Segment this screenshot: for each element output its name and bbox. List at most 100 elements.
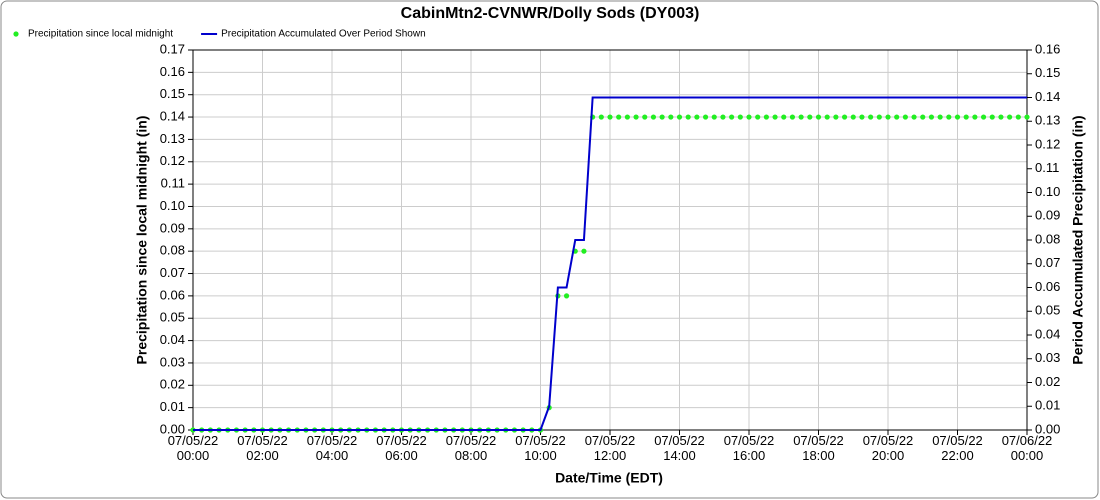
y2-axis-title: Period Accumulated Precipitation (in) xyxy=(1070,115,1086,364)
x-tick-label: 07/05/22 02:00 xyxy=(237,433,288,463)
x-tick-label: 07/05/22 04:00 xyxy=(307,433,358,463)
chart-title: CabinMtn2-CVNWR/Dolly Sods (DY003) xyxy=(401,5,700,22)
data-point xyxy=(772,114,778,120)
y-tick-label: 0.17 xyxy=(160,41,185,56)
data-point xyxy=(954,114,961,120)
y2-tick-label: 0.03 xyxy=(1035,350,1060,365)
legend-swatch xyxy=(13,31,19,37)
data-point xyxy=(720,114,726,120)
data-point xyxy=(607,114,613,120)
y-tick-label: 0.14 xyxy=(160,108,185,123)
x-tick-label: 07/05/22 14:00 xyxy=(654,433,705,463)
data-point xyxy=(980,114,987,120)
data-point xyxy=(963,114,969,120)
y2-tick-label: 0.01 xyxy=(1035,398,1060,413)
y-tick-label: 0.07 xyxy=(160,265,185,280)
data-point xyxy=(702,114,709,120)
data-point xyxy=(616,114,622,120)
y-tick-label: 0.11 xyxy=(161,176,185,191)
data-point xyxy=(668,114,674,120)
data-point xyxy=(937,114,943,120)
data-line xyxy=(193,96,1027,431)
y-tick-label: 0.12 xyxy=(160,153,185,168)
data-point xyxy=(711,114,717,120)
y-tick-label: 0.10 xyxy=(160,198,185,213)
y-tick-label: 0.15 xyxy=(160,86,185,101)
data-point xyxy=(850,114,856,120)
data-point xyxy=(659,114,665,120)
data-point xyxy=(841,114,848,120)
data-point xyxy=(781,114,787,120)
data-point xyxy=(868,114,874,120)
y2-tick-label: 0.13 xyxy=(1035,113,1060,128)
y-tick-label: 0.09 xyxy=(160,220,185,235)
y2-tick-label: 0.00 xyxy=(1035,421,1060,436)
y2-tick-label: 0.15 xyxy=(1035,65,1060,80)
data-point xyxy=(1007,114,1013,120)
data-point xyxy=(989,114,995,120)
data-point xyxy=(807,114,813,120)
y2-tick-label: 0.05 xyxy=(1035,303,1060,318)
x-tick-label: 07/05/22 22:00 xyxy=(932,433,983,463)
data-point xyxy=(1015,114,1021,120)
x-tick-label: 07/05/22 18:00 xyxy=(793,433,844,463)
y2-tick-label: 0.16 xyxy=(1035,41,1060,56)
x-axis-title: Date/Time (EDT) xyxy=(555,470,663,486)
data-point xyxy=(833,114,839,120)
plot-frame xyxy=(192,49,1028,431)
data-point xyxy=(581,248,587,254)
data-point xyxy=(685,114,691,120)
y2-tick-label: 0.06 xyxy=(1035,279,1060,294)
x-tick-label: 07/05/22 20:00 xyxy=(863,433,914,463)
y2-tick-label: 0.14 xyxy=(1035,89,1060,104)
y-tick-label: 0.03 xyxy=(160,354,185,369)
data-point xyxy=(911,114,917,120)
data-point xyxy=(624,114,630,120)
data-point xyxy=(902,114,908,120)
data-point xyxy=(746,114,752,120)
y2-tick-label: 0.02 xyxy=(1035,374,1060,389)
data-point xyxy=(598,114,604,120)
x-tick-label: 07/06/22 00:00 xyxy=(1002,433,1053,463)
data-point xyxy=(859,114,865,120)
data-point xyxy=(563,293,570,299)
y-tick-label: 0.13 xyxy=(160,131,185,146)
data-point xyxy=(755,114,761,120)
data-point xyxy=(876,114,882,120)
data-point xyxy=(1024,114,1030,120)
data-point xyxy=(928,114,935,120)
y-tick-label: 0.01 xyxy=(160,399,185,414)
y-tick-label: 0.00 xyxy=(160,421,185,436)
y2-tick-label: 0.04 xyxy=(1035,326,1060,341)
y2-tick-label: 0.12 xyxy=(1035,136,1060,151)
y-tick-label: 0.02 xyxy=(160,377,185,392)
data-point xyxy=(789,114,796,120)
data-point xyxy=(650,114,657,120)
y-axis-title: Precipitation since local midnight (in) xyxy=(134,116,150,365)
y2-tick-label: 0.07 xyxy=(1035,255,1060,270)
data-point xyxy=(920,114,926,120)
y2-tick-label: 0.08 xyxy=(1035,231,1060,246)
legend-label: Precipitation Accumulated Over Period Sh… xyxy=(221,29,426,40)
y-tick-label: 0.16 xyxy=(160,64,185,79)
x-tick-label: 07/05/22 12:00 xyxy=(585,433,636,463)
y2-tick-label: 0.11 xyxy=(1035,160,1059,175)
y-tick-label: 0.06 xyxy=(160,287,185,302)
legend-label: Precipitation since local midnight xyxy=(28,29,173,40)
x-tick-label: 07/05/22 06:00 xyxy=(376,433,427,463)
x-tick-label: 07/05/22 16:00 xyxy=(724,433,775,463)
data-point xyxy=(824,114,830,120)
data-point xyxy=(642,114,648,120)
y-tick-label: 0.08 xyxy=(160,243,185,258)
data-point xyxy=(972,114,978,120)
data-point xyxy=(763,114,769,120)
data-point xyxy=(633,114,639,120)
x-tick-label: 07/05/22 00:00 xyxy=(168,433,219,463)
data-point xyxy=(894,114,900,120)
data-point xyxy=(737,114,743,120)
y-tick-label: 0.04 xyxy=(160,332,185,347)
x-tick-label: 07/05/22 08:00 xyxy=(446,433,497,463)
y-tick-label: 0.05 xyxy=(160,310,185,325)
